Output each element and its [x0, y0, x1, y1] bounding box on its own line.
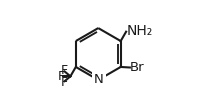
Text: Br: Br [129, 61, 144, 74]
Text: F: F [58, 70, 65, 83]
Text: F: F [60, 76, 67, 89]
Text: N: N [94, 73, 103, 86]
Text: NH₂: NH₂ [126, 25, 153, 38]
Text: F: F [60, 64, 67, 77]
